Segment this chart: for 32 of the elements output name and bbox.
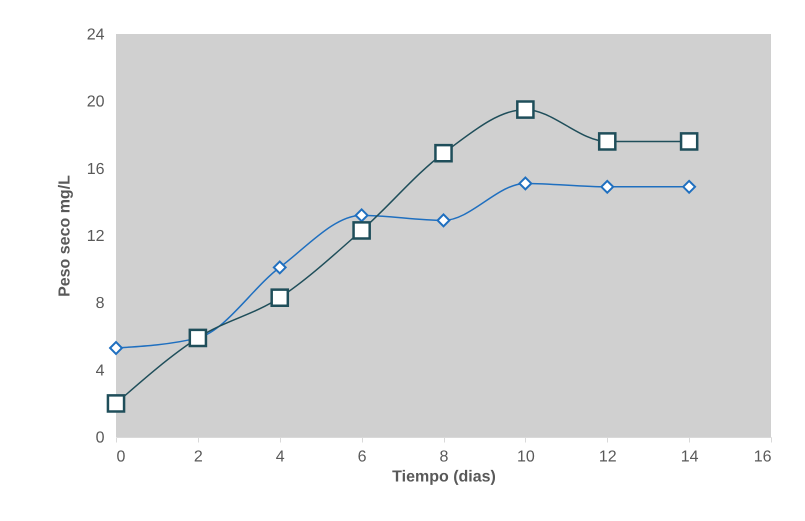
y-tick-label: 12 <box>86 228 105 245</box>
x-tick-label: 2 <box>194 448 203 466</box>
y-tick-label: 8 <box>96 295 105 312</box>
point <box>518 176 532 190</box>
x-axis-title: Tiempo (dias) <box>392 468 496 486</box>
point <box>600 180 614 194</box>
point <box>680 132 698 151</box>
y-tick-label: 0 <box>96 430 105 446</box>
y-tick-label: 16 <box>86 160 105 178</box>
x-tick-label: 0 <box>116 448 126 466</box>
point <box>516 100 535 119</box>
point <box>434 144 453 163</box>
point <box>352 221 371 240</box>
y-tick-label: 24 <box>86 26 105 44</box>
point <box>106 394 126 413</box>
point <box>270 288 290 307</box>
x-tick-label: 16 <box>754 448 772 466</box>
y-tick-label: 4 <box>96 362 105 380</box>
point <box>598 132 617 151</box>
y-axis-title: Peso seco mg/L <box>56 174 74 297</box>
x-tick-label: 14 <box>680 448 699 466</box>
x-tick-label: 12 <box>598 448 617 466</box>
point <box>436 213 450 228</box>
point <box>354 208 369 222</box>
x-tick-label: 4 <box>276 448 285 466</box>
x-tick-label: 8 <box>440 448 449 466</box>
x-tick-label: 10 <box>516 448 535 466</box>
point <box>272 260 287 274</box>
x-tick-label: 6 <box>358 448 367 466</box>
point <box>682 180 696 194</box>
point <box>109 341 123 355</box>
y-tick-label: 20 <box>86 94 105 111</box>
